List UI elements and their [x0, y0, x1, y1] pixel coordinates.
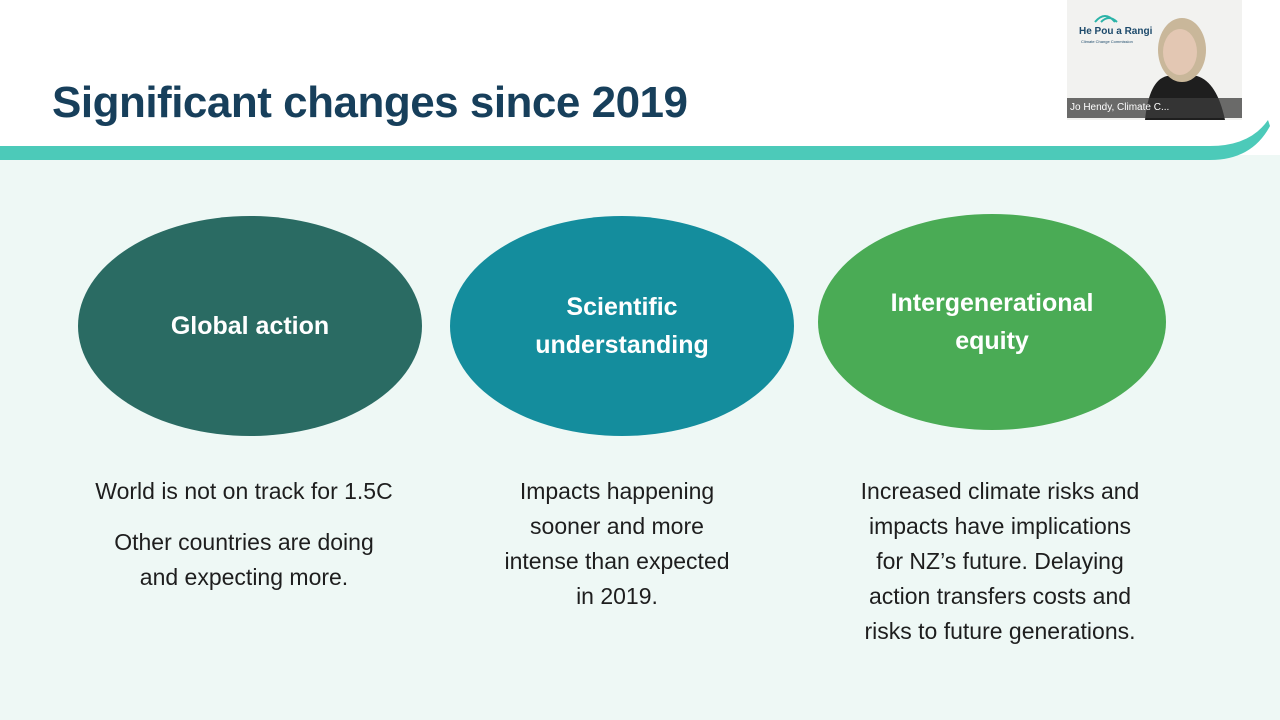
video-thumbnail: He Pou a Rangi Climate Change Commission…	[1067, 0, 1242, 120]
paragraph: Other countries are doing and expecting m…	[64, 525, 424, 595]
text-line: sooner and more	[530, 513, 704, 539]
oval-label-line: Intergenerational	[890, 289, 1094, 317]
oval-label-line: equity	[955, 327, 1029, 355]
logo-mark	[1094, 15, 1118, 23]
paragraph: Increased climate risks and impacts have …	[820, 474, 1180, 649]
oval-label: Scientific understanding	[452, 288, 792, 364]
column-text: Impacts happening sooner and more intense …	[437, 474, 797, 630]
oval	[78, 216, 422, 436]
text-line: for NZ’s future. Delaying	[876, 548, 1124, 574]
text-line: in 2019.	[576, 583, 658, 609]
text-line: Impacts happening	[519, 478, 715, 504]
logo-subtitle: Climate Change Commission	[1081, 39, 1133, 44]
person-face	[1163, 29, 1197, 75]
paragraph: World is not on track for 1.5C	[64, 474, 424, 509]
accent-band	[0, 120, 1270, 160]
text-line: World is not on track for 1.5C	[95, 478, 393, 504]
oval	[818, 214, 1166, 430]
text-line: risks to future generations.	[864, 618, 1136, 644]
column-text: Increased climate risks and impacts have …	[820, 474, 1180, 665]
oval-label-line: Global action	[170, 312, 330, 340]
text-line: and expecting more.	[139, 564, 349, 590]
paragraph: Impacts happening sooner and more intense …	[437, 474, 797, 614]
participant-name: Jo Hendy, Climate C...	[1067, 98, 1242, 118]
oval-label-line: understanding	[535, 331, 709, 359]
text-line: intense than expected	[504, 548, 730, 574]
slide-title: Significant changes since 2019	[52, 78, 688, 127]
oval-label: Intergenerational equity	[822, 284, 1162, 360]
oval-label: Global action	[80, 307, 420, 345]
oval	[450, 216, 794, 436]
oval-label-line: Scientific	[566, 293, 678, 321]
text-line: Increased climate risks and	[860, 478, 1140, 504]
column-text: World is not on track for 1.5C Other coun…	[64, 474, 424, 611]
text-line: action transfers costs and	[868, 583, 1132, 609]
text-line: Other countries are doing	[114, 529, 374, 555]
text-line: impacts have implications	[868, 513, 1132, 539]
logo-title: He Pou a Rangi	[1079, 26, 1153, 37]
